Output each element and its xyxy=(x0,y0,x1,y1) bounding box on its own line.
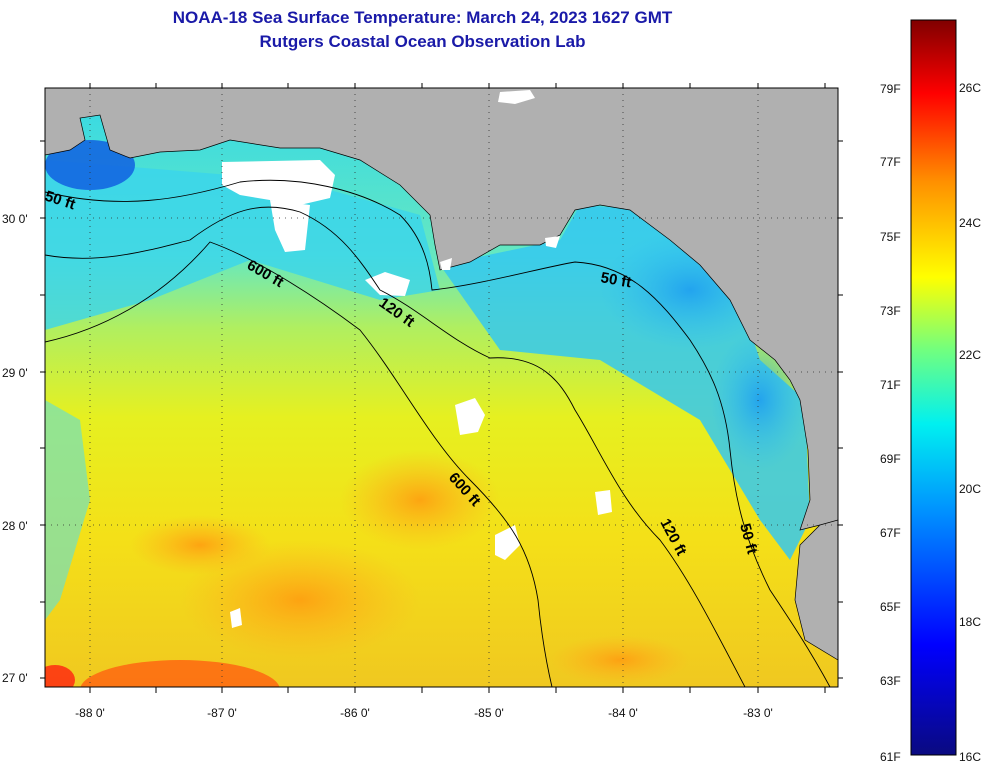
cloud xyxy=(222,160,335,205)
isobath-50ft xyxy=(45,179,831,687)
colorbar-f-label: 69F xyxy=(880,452,901,466)
colorbar xyxy=(910,19,957,756)
lon-label: -86 0' xyxy=(340,706,370,720)
axis-ticks xyxy=(40,83,843,693)
graticule xyxy=(45,88,838,687)
warm-patch xyxy=(45,665,75,687)
land xyxy=(45,88,838,661)
cloud xyxy=(595,490,612,515)
colorbar-f-label: 63F xyxy=(880,674,901,688)
colorbar-f-label: 73F xyxy=(880,304,901,318)
lon-label: -83 0' xyxy=(743,706,773,720)
cool-west-fringe xyxy=(45,400,90,620)
cloud xyxy=(365,272,410,296)
isobath-120ft xyxy=(45,206,746,687)
isobath-600ft xyxy=(45,241,553,687)
colorbar-c-label: 16C xyxy=(959,750,981,764)
colorbar-f-label: 75F xyxy=(880,230,901,244)
lat-label: 29 0' xyxy=(2,366,28,380)
warm-patch xyxy=(180,540,420,660)
cloud xyxy=(545,236,560,248)
warm-patch xyxy=(130,515,270,575)
colorbar-f-label: 67F xyxy=(880,526,901,540)
cool-shelf-west xyxy=(45,160,440,330)
lon-label: -84 0' xyxy=(608,706,638,720)
warm-patch xyxy=(80,660,280,687)
cloud xyxy=(495,525,520,560)
lon-label: -85 0' xyxy=(474,706,504,720)
map-frame xyxy=(44,87,839,688)
cool-patch xyxy=(45,140,135,190)
colorbar-f-label: 77F xyxy=(880,155,901,169)
colorbar-c-label: 22C xyxy=(959,348,981,362)
cloud xyxy=(455,398,485,435)
colorbar-c-label: 18C xyxy=(959,615,981,629)
colorbar-c-label: 24C xyxy=(959,216,981,230)
map-title: NOAA-18 Sea Surface Temperature: March 2… xyxy=(172,8,673,27)
map-subtitle: Rutgers Coastal Ocean Observation Lab xyxy=(259,32,586,51)
colorbar-f-label: 79F xyxy=(880,82,901,96)
lon-label: -88 0' xyxy=(75,706,105,720)
isobath-label: 50 ft xyxy=(599,269,632,291)
cloud xyxy=(498,90,535,104)
lat-label: 28 0' xyxy=(2,519,28,533)
lat-label: 30 0' xyxy=(2,212,28,226)
lon-label: -87 0' xyxy=(207,706,237,720)
warm-patch xyxy=(550,635,690,685)
colorbar-c-label: 26C xyxy=(959,81,981,95)
lat-label: 27 0' xyxy=(2,671,28,685)
colorbar-f-label: 65F xyxy=(880,600,901,614)
colorbar-f-label: 71F xyxy=(880,378,901,392)
cloud xyxy=(270,200,310,252)
colorbar-c-label: 20C xyxy=(959,482,981,496)
cloud xyxy=(440,258,452,270)
colorbar-f-label: 61F xyxy=(880,750,901,764)
cloud xyxy=(230,608,242,628)
